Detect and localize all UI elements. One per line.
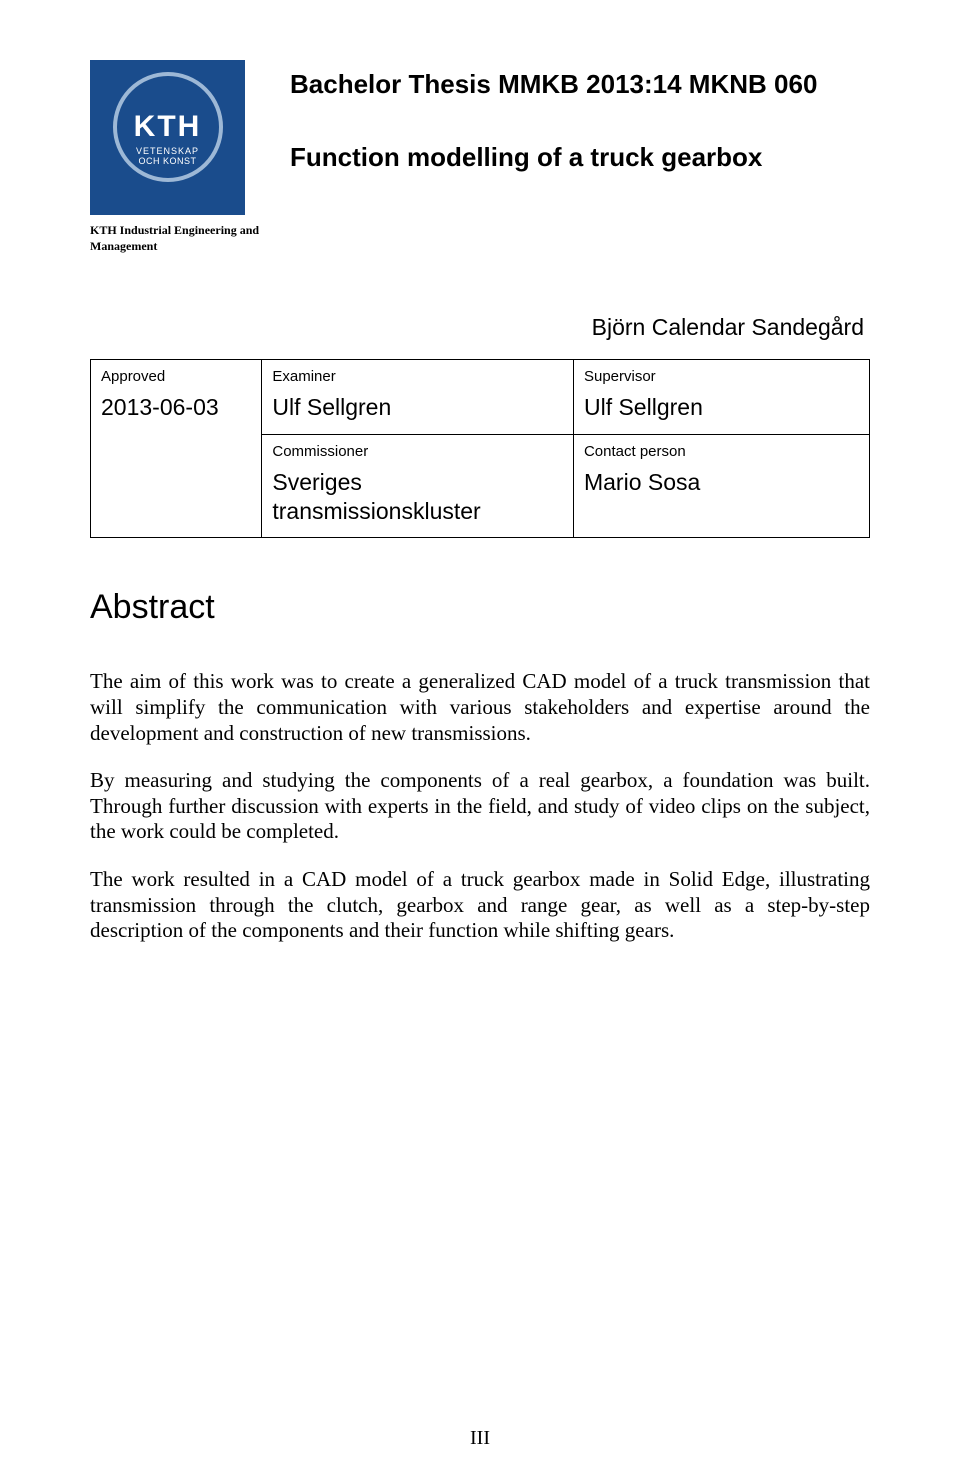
thesis-code: Bachelor Thesis MMKB 2013:14 MKNB 060 (290, 68, 870, 101)
commissioner-value: Sveriges transmissionskluster (272, 468, 563, 526)
info-table: Approved 2013-06-03 Examiner Ulf Sellgre… (90, 359, 870, 538)
abstract-body: The aim of this work was to create a gen… (90, 669, 870, 943)
approved-label: Approved (101, 368, 251, 385)
supervisor-label: Supervisor (584, 368, 859, 385)
table-row: Approved 2013-06-03 Examiner Ulf Sellgre… (91, 360, 870, 435)
header-row: KTH VETENSKAP OCH KONST KTH Industrial E… (90, 60, 870, 254)
commissioner-label: Commissioner (272, 443, 563, 460)
abstract-paragraph: The work resulted in a CAD model of a tr… (90, 867, 870, 944)
examiner-label: Examiner (272, 368, 563, 385)
logo-kth-text: KTH (134, 110, 202, 144)
contact-value: Mario Sosa (584, 468, 859, 497)
kth-logo: KTH VETENSKAP OCH KONST (90, 60, 245, 215)
supervisor-value: Ulf Sellgren (584, 393, 859, 422)
logo-caption: KTH Industrial Engineering and Managemen… (90, 223, 260, 254)
author-name: Björn Calendar Sandegård (90, 314, 870, 341)
title-block: Bachelor Thesis MMKB 2013:14 MKNB 060 Fu… (290, 60, 870, 173)
contact-label: Contact person (584, 443, 859, 460)
logo-line1: VETENSKAP (134, 146, 202, 156)
thesis-title: Function modelling of a truck gearbox (290, 141, 870, 174)
page-number: III (0, 1427, 960, 1450)
examiner-cell: Examiner Ulf Sellgren (262, 360, 574, 435)
commissioner-cell: Commissioner Sveriges transmissionsklust… (262, 434, 574, 538)
abstract-heading: Abstract (90, 588, 870, 627)
contact-cell: Contact person Mario Sosa (573, 434, 869, 538)
approved-cell: Approved 2013-06-03 (91, 360, 262, 538)
logo-line2: OCH KONST (134, 156, 202, 166)
supervisor-cell: Supervisor Ulf Sellgren (573, 360, 869, 435)
logo-block: KTH VETENSKAP OCH KONST KTH Industrial E… (90, 60, 260, 254)
abstract-paragraph: The aim of this work was to create a gen… (90, 669, 870, 746)
abstract-paragraph: By measuring and studying the components… (90, 768, 870, 845)
examiner-value: Ulf Sellgren (272, 393, 563, 422)
approved-value: 2013-06-03 (101, 393, 251, 422)
